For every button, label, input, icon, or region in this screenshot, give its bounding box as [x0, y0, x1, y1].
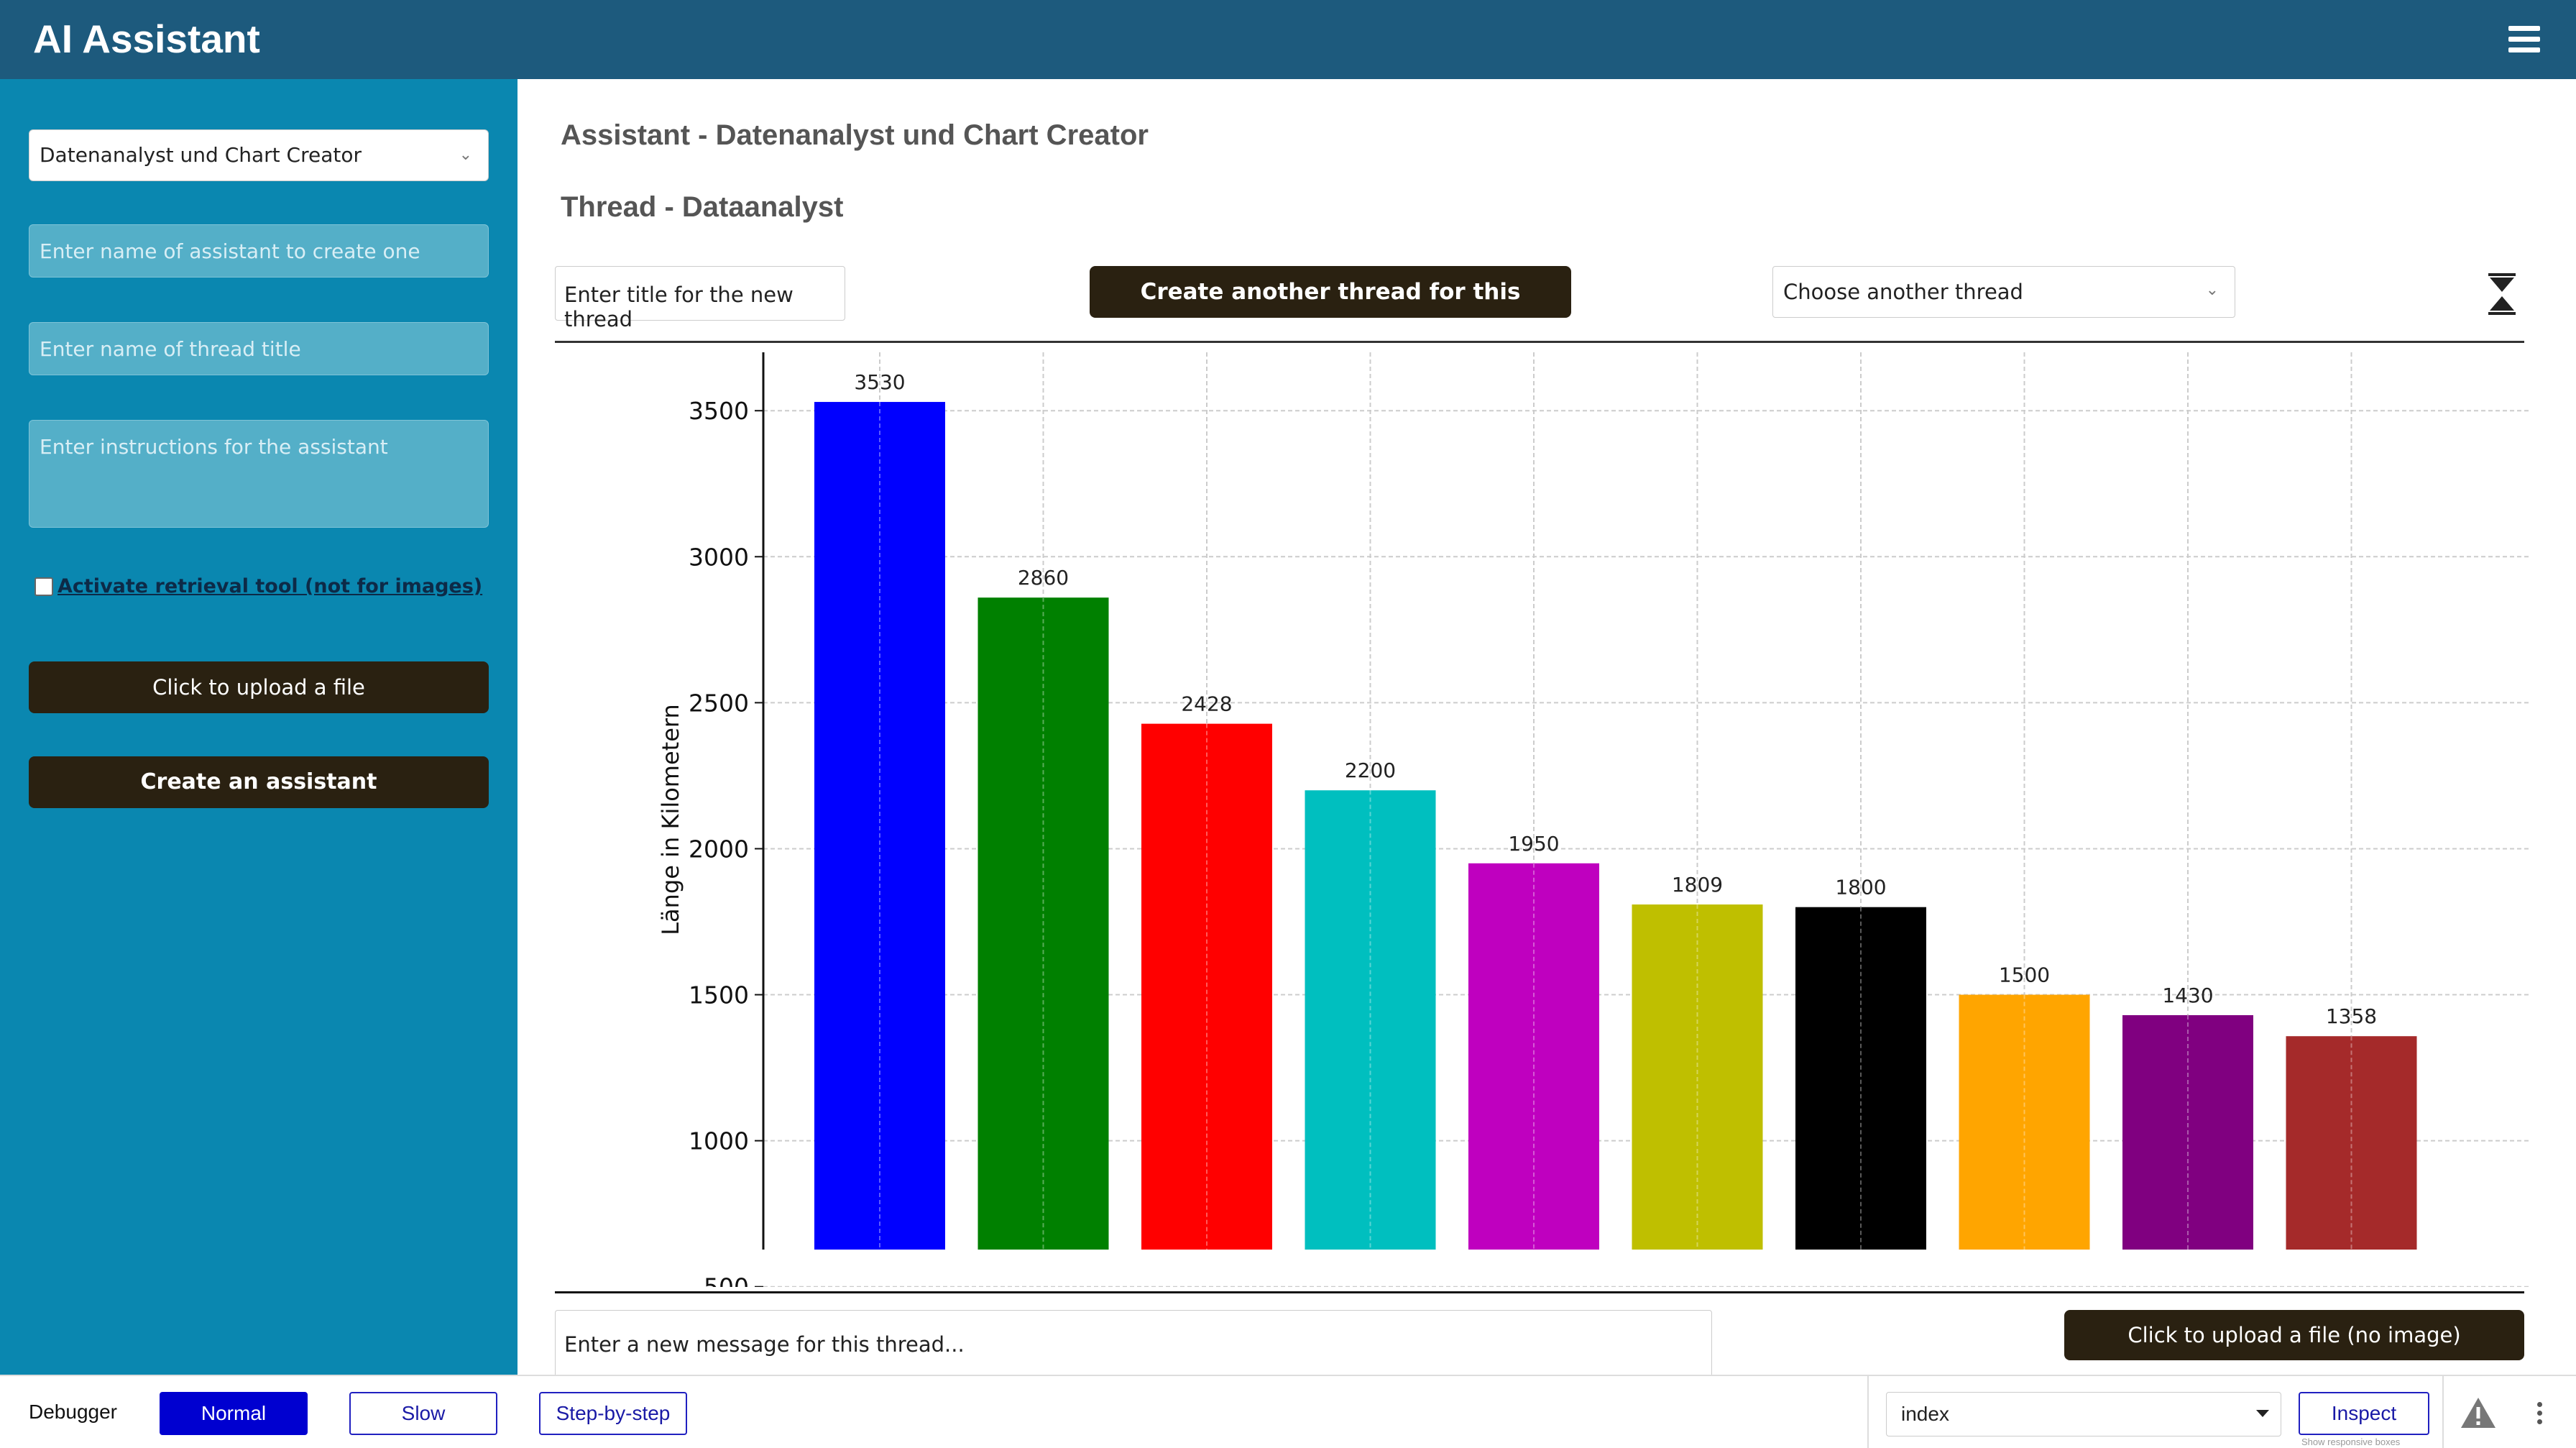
main-panel: Assistant - Datenanalyst und Chart Creat…	[518, 79, 2576, 1448]
upload-file-button[interactable]: Click to upload a file	[29, 661, 489, 713]
bar	[1795, 907, 1926, 1250]
divider-bottom	[555, 1291, 2524, 1293]
data-label: 1800	[1835, 876, 1886, 899]
chevron-down-icon: ⌄	[459, 146, 472, 164]
create-thread-button[interactable]: Create another thread for this assistant	[1090, 266, 1571, 357]
bar	[2122, 1014, 2253, 1250]
y-tick-label: 2500	[689, 689, 749, 717]
y-tick-label: 2000	[689, 835, 749, 863]
data-label: 2860	[1018, 566, 1069, 590]
bar	[978, 597, 1109, 1250]
instructions-textarea[interactable]: Enter instructions for the assistant	[29, 420, 489, 528]
inspect-hint: Show responsive boxes	[2301, 1436, 2401, 1447]
hamburger-menu-icon[interactable]	[2508, 26, 2540, 53]
bar	[2286, 1036, 2417, 1250]
y-tick-label: 1500	[689, 981, 749, 1009]
new-thread-title-input[interactable]: Enter title for the new thread	[555, 266, 845, 331]
debug-mode-step-button[interactable]: Step-by-step	[539, 1392, 687, 1435]
y-tick-label: 3000	[689, 543, 749, 571]
retrieval-toggle[interactable]: Activate retrieval tool (not for images)	[34, 575, 482, 597]
assistant-select-value: Datenanalyst und Chart Creator	[40, 143, 362, 167]
y-tick-label: 1000	[689, 1127, 749, 1155]
bar	[1305, 790, 1436, 1250]
thread-heading: Thread - Dataanalyst	[561, 191, 844, 223]
app-title: AI Assistant	[33, 17, 260, 61]
debug-mode-slow-button[interactable]: Slow	[349, 1392, 497, 1435]
data-label: 1950	[1508, 832, 1559, 856]
data-label: 1358	[2326, 1004, 2377, 1028]
data-label: 2428	[1181, 692, 1232, 716]
bar	[1468, 863, 1599, 1250]
y-tick-label: 3500	[689, 397, 749, 425]
top-bar: AI Assistant	[0, 0, 2576, 79]
thread-select[interactable]: Choose another thread ⌄	[1772, 266, 2235, 318]
data-label: 3530	[854, 370, 905, 394]
data-label: 1430	[2162, 984, 2213, 1007]
chart-ylabel: Länge in Kilometern	[657, 704, 684, 935]
bar	[1141, 723, 1272, 1250]
data-label: 2200	[1345, 759, 1396, 782]
chart-y-axis: 500 1000 1500 2000 2500 3000 3500	[689, 352, 765, 1287]
divider-top	[555, 341, 2524, 343]
bar-chart: 3530 2860 2428 2200 1950 1809 1800 1500 1430 1358…	[657, 352, 2531, 1287]
chevron-down-icon: ⌄	[2205, 281, 2219, 299]
bar	[814, 402, 945, 1250]
assistant-name-input[interactable]: Enter name of assistant to create one	[29, 224, 489, 278]
debugger-bar: Debugger Normal Slow Step-by-step index …	[0, 1375, 2576, 1448]
retrieval-checkbox[interactable]	[34, 577, 53, 596]
chart-bars	[814, 402, 2417, 1250]
retrieval-label[interactable]: Activate retrieval tool (not for images)	[58, 575, 483, 597]
debugger-label: Debugger	[29, 1401, 117, 1423]
create-assistant-button[interactable]: Create an assistant	[29, 756, 489, 808]
thread-select-value: Choose another thread	[1783, 280, 2023, 304]
assistant-heading: Assistant - Datenanalyst und Chart Creat…	[561, 119, 1149, 151]
data-label: 1500	[1999, 963, 2050, 987]
caret-down-icon	[2256, 1410, 2269, 1417]
page-select[interactable]: index	[1886, 1392, 2281, 1436]
more-options-icon[interactable]	[2537, 1402, 2544, 1428]
page-select-value: index	[1901, 1403, 1949, 1425]
data-label: 1809	[1672, 873, 1723, 897]
sidebar: Datenanalyst und Chart Creator ⌄ Enter n…	[0, 79, 518, 1375]
upload-file-no-image-button[interactable]: Click to upload a file (no image)	[2064, 1310, 2524, 1360]
y-tick-label: 500	[704, 1273, 749, 1287]
bar	[1632, 904, 1763, 1250]
debugger-divider	[1867, 1376, 1869, 1448]
collapse-hourglass-icon[interactable]	[2488, 273, 2516, 315]
warning-icon[interactable]	[2460, 1396, 2497, 1429]
message-input[interactable]: Enter a new message for this thread...	[555, 1310, 1712, 1382]
warning-divider	[2442, 1376, 2444, 1448]
assistant-select[interactable]: Datenanalyst und Chart Creator ⌄	[29, 129, 489, 181]
bar	[1959, 994, 2090, 1250]
debug-mode-normal-button[interactable]: Normal	[160, 1392, 308, 1435]
thread-title-input[interactable]: Enter name of thread title	[29, 322, 489, 375]
chart-data-labels: 3530 2860 2428 2200 1950 1809 1800 1500 1430 1358	[854, 370, 2377, 1028]
inspect-button[interactable]: Inspect	[2299, 1392, 2429, 1435]
